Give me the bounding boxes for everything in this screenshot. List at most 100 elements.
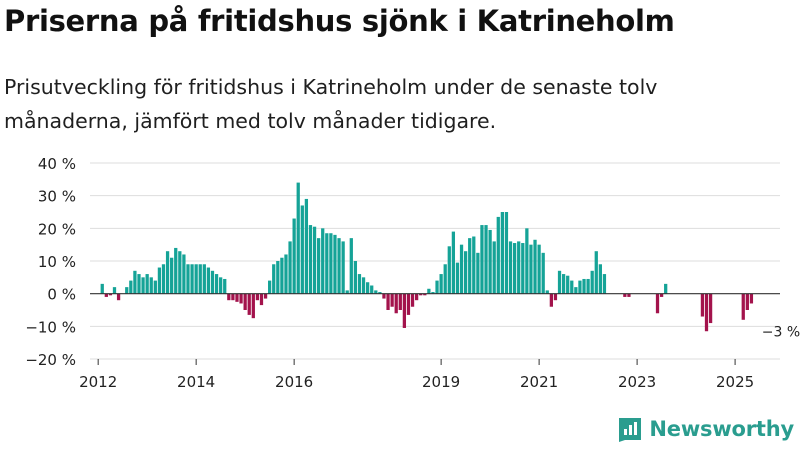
brand-name: Newsworthy bbox=[649, 417, 794, 441]
bar bbox=[627, 293, 631, 297]
bar bbox=[508, 241, 513, 294]
bar bbox=[410, 293, 415, 307]
bar bbox=[378, 292, 382, 294]
bar bbox=[386, 293, 390, 310]
bar bbox=[459, 244, 464, 294]
bar bbox=[443, 264, 447, 294]
bar bbox=[594, 251, 598, 294]
bar bbox=[402, 293, 407, 328]
x-tick-label: 2016 bbox=[275, 373, 313, 391]
bar bbox=[578, 280, 582, 294]
bar bbox=[300, 205, 304, 294]
bar bbox=[455, 262, 460, 294]
bar bbox=[190, 264, 194, 294]
x-tick-label: 2012 bbox=[79, 373, 117, 391]
bar bbox=[161, 264, 166, 294]
bar bbox=[664, 283, 668, 294]
bar bbox=[414, 293, 419, 301]
bar bbox=[472, 236, 476, 294]
bar bbox=[341, 241, 345, 294]
bar bbox=[574, 287, 578, 294]
bar bbox=[317, 238, 321, 294]
y-tick-label: 0 % bbox=[47, 286, 76, 304]
bar bbox=[549, 293, 553, 307]
data-label-latest: −3 % bbox=[762, 324, 800, 340]
bar bbox=[251, 293, 255, 319]
bar bbox=[141, 277, 145, 294]
bar bbox=[586, 278, 590, 294]
bar bbox=[741, 293, 745, 320]
bar bbox=[272, 264, 276, 294]
bar bbox=[496, 216, 500, 294]
bar bbox=[366, 282, 370, 294]
bar bbox=[512, 243, 517, 294]
bar bbox=[521, 243, 525, 294]
bar bbox=[259, 293, 264, 306]
bar bbox=[125, 287, 129, 294]
bar bbox=[582, 278, 586, 294]
bar bbox=[439, 274, 443, 294]
bar bbox=[255, 293, 260, 301]
bar bbox=[374, 290, 378, 294]
bar bbox=[561, 274, 566, 294]
bar bbox=[704, 293, 709, 332]
bar bbox=[325, 233, 329, 294]
bar bbox=[708, 293, 713, 324]
bar bbox=[566, 275, 570, 294]
bar bbox=[312, 226, 317, 294]
bar bbox=[553, 293, 558, 301]
y-tick-label: 30 % bbox=[38, 188, 76, 206]
bar bbox=[133, 270, 137, 294]
bar bbox=[210, 270, 215, 294]
bar bbox=[178, 251, 182, 294]
bar bbox=[406, 293, 411, 315]
x-tick-label: 2023 bbox=[618, 373, 656, 391]
bar bbox=[182, 254, 186, 294]
bar bbox=[284, 254, 288, 294]
bar bbox=[321, 228, 325, 294]
bar bbox=[602, 274, 607, 294]
y-tick-label: 20 % bbox=[38, 220, 76, 238]
brand-logo: Newsworthy bbox=[617, 416, 794, 442]
bar bbox=[468, 238, 472, 294]
bar bbox=[198, 264, 202, 294]
bar bbox=[353, 261, 358, 294]
x-tick-label: 2025 bbox=[716, 373, 754, 391]
x-tick-label: 2019 bbox=[422, 373, 460, 391]
bar bbox=[382, 293, 386, 299]
bar bbox=[137, 274, 141, 294]
bar bbox=[557, 270, 562, 294]
bar bbox=[186, 264, 190, 294]
bar bbox=[570, 280, 574, 294]
bar bbox=[749, 293, 754, 304]
bar bbox=[104, 293, 108, 297]
bar bbox=[235, 293, 239, 302]
bar bbox=[655, 293, 660, 314]
bar bbox=[329, 233, 333, 294]
bar bbox=[488, 229, 492, 294]
bar bbox=[545, 290, 549, 294]
bar bbox=[333, 234, 337, 294]
bar bbox=[202, 264, 206, 294]
bar bbox=[394, 293, 398, 314]
bar bbox=[427, 288, 431, 294]
bar bbox=[533, 239, 537, 294]
bar bbox=[116, 293, 121, 301]
bar bbox=[153, 280, 157, 294]
bar bbox=[292, 218, 296, 294]
bar bbox=[219, 277, 223, 294]
bar bbox=[492, 241, 496, 294]
bar bbox=[431, 292, 435, 294]
bar bbox=[349, 238, 353, 294]
bar bbox=[288, 241, 292, 294]
bar bbox=[231, 293, 235, 301]
bar bbox=[108, 293, 113, 296]
x-tick-label: 2014 bbox=[177, 373, 215, 391]
bar bbox=[280, 257, 284, 294]
y-tick-label: 40 % bbox=[38, 155, 76, 173]
bar bbox=[517, 241, 521, 294]
bar bbox=[476, 252, 480, 294]
bar bbox=[623, 293, 627, 297]
bar bbox=[500, 212, 504, 294]
